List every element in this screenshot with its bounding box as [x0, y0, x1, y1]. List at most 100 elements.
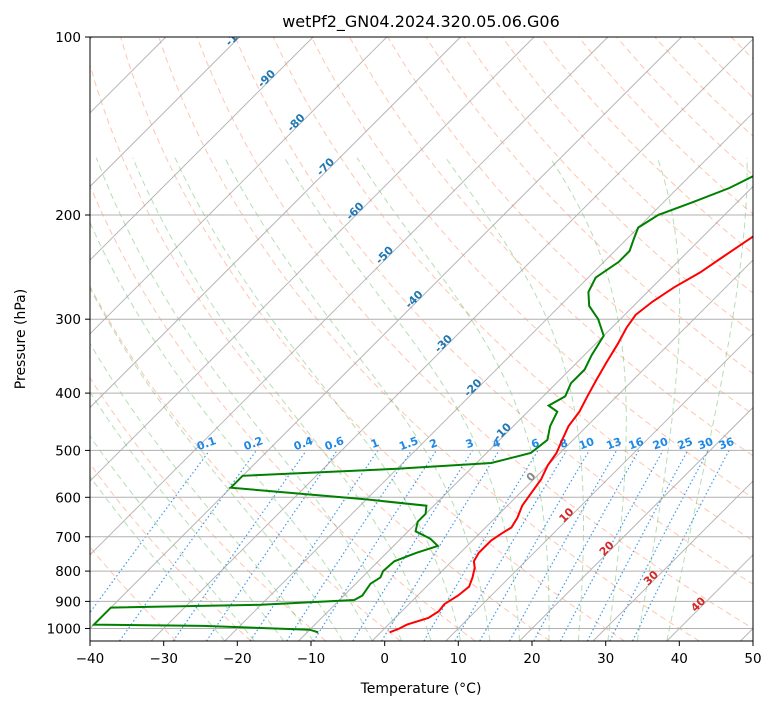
dry-adiabat-line — [120, 37, 625, 641]
pressure-gridlines — [90, 37, 753, 629]
x-tick-label: −30 — [149, 651, 178, 667]
moist-adiabat-line — [666, 157, 748, 641]
isotherm-label: -70 — [314, 155, 337, 178]
x-tick-label: 30 — [597, 651, 614, 667]
plot-frame — [89, 36, 754, 642]
mixing-ratio-line — [205, 450, 338, 641]
y-tick-label: 500 — [55, 443, 81, 459]
isotherm-label: -60 — [343, 199, 366, 222]
mixing-ratio-label: 2 — [428, 436, 440, 451]
y-tick-label: 900 — [55, 594, 81, 610]
moist-adiabat-line — [95, 157, 403, 641]
x-tick-label: −40 — [76, 651, 105, 667]
mixing-ratio-line — [559, 450, 664, 641]
mixing-ratio-line — [454, 450, 568, 641]
dry-adiabat-line — [769, 37, 775, 641]
dry-adiabat-line — [90, 463, 252, 641]
mixing-ratio-line — [249, 450, 379, 641]
y-tick-label: 300 — [55, 312, 81, 328]
isotherm-line — [592, 480, 753, 641]
moist-adiabat-line — [90, 435, 255, 641]
isotherm-line — [90, 37, 314, 261]
moist-adiabat-line — [90, 391, 285, 641]
dry-adiabats — [90, 37, 775, 641]
mixing-ratio-label: 16 — [627, 435, 646, 453]
isotherm-line — [150, 38, 753, 641]
mixing-ratio-label: 0.2 — [242, 434, 265, 453]
y-tick-label: 1000 — [47, 622, 81, 638]
mixing-ratio-label: 3 — [464, 436, 476, 451]
dry-adiabat-line — [234, 37, 753, 585]
moist-adiabat-line — [224, 157, 491, 641]
y-tick-label: 200 — [55, 208, 81, 224]
mixing-ratio-line — [352, 450, 474, 641]
mixing-ratio-label: 6 — [529, 436, 541, 451]
isotherm-line — [371, 259, 753, 641]
moist-adiabat-line — [284, 157, 520, 641]
dry-adiabat-line — [349, 37, 753, 457]
moist-adiabat-line — [90, 342, 314, 641]
isotherm-line — [90, 37, 461, 409]
isotherm-line — [445, 333, 753, 641]
mixing-ratio-label: 10 — [577, 435, 596, 453]
isotherm-label: -40 — [402, 288, 425, 311]
mixing-ratio-line — [381, 450, 500, 641]
dry-adiabat-line — [310, 37, 753, 499]
right-isotherm-label: 10 — [557, 505, 577, 525]
isotherm-line — [90, 37, 609, 556]
dry-adiabat-line — [272, 37, 753, 542]
moist-adiabat-line — [549, 157, 627, 641]
isotherm-line — [298, 185, 753, 641]
mixing-ratio-label: 0.1 — [195, 434, 218, 453]
isotherm-line — [90, 37, 240, 188]
mixing-ratio-line — [312, 450, 437, 641]
isotherm-line — [519, 406, 753, 641]
mixing-ratio-label: 4 — [491, 436, 503, 451]
mixing-ratio-line — [509, 450, 618, 641]
dry-adiabat-line — [90, 285, 401, 641]
x-tick-label: 0 — [380, 651, 389, 667]
dry-adiabat-line — [90, 184, 476, 641]
isotherm-line — [90, 37, 388, 335]
mixing-ratio-line — [533, 450, 640, 641]
moist-adiabat-line — [356, 157, 550, 641]
moist-adiabat-line — [445, 157, 584, 641]
mixing-ratio-line — [286, 450, 413, 641]
isotherm-label: -30 — [432, 332, 455, 355]
isotherm-label: -90 — [255, 67, 278, 90]
isotherms — [90, 37, 753, 641]
y-tick-label: 800 — [55, 564, 81, 580]
x-axis-ticks: −40 −30 −20 −10 0 10 20 30 40 50 — [76, 641, 762, 667]
isotherm-line — [90, 37, 535, 482]
moist-adiabat-line — [636, 157, 681, 641]
dry-adiabat-line — [90, 376, 327, 641]
mixing-ratio-label: 25 — [676, 435, 695, 452]
plot-area: -100-90-80-70-60-50-40-30-20-10 0.1 0.2 0.… — [90, 20, 775, 641]
chart-title: wetPf2_GN04.2024.320.05.06.G06 — [282, 12, 560, 32]
y-tick-label: 600 — [55, 490, 81, 506]
mixing-ratio-labels: 0.1 0.2 0.4 0.6 1 1.5 2 3 4 6 8 10 13 16 20 25 30 36 — [195, 434, 736, 453]
y-tick-label: 700 — [55, 530, 81, 546]
y-tick-label: 100 — [55, 30, 81, 46]
dry-adiabat-line — [654, 37, 753, 137]
x-tick-label: −20 — [223, 651, 252, 667]
isotherm-label: -100 — [223, 20, 252, 49]
mixing-ratio-line — [172, 450, 307, 641]
moist-adiabat-line — [90, 286, 344, 641]
dry-adiabat-line — [90, 63, 551, 641]
y-axis-label: Pressure (hPa) — [13, 289, 29, 389]
x-tick-label: 10 — [450, 651, 467, 667]
mixing-ratio-label: 1.5 — [397, 434, 420, 453]
mixing-ratio-label: 8 — [558, 436, 570, 451]
x-tick-label: 50 — [744, 651, 761, 667]
isotherm-line — [740, 627, 753, 641]
mixing-ratio-label: 0.6 — [323, 434, 346, 453]
isotherm-label: -20 — [461, 376, 484, 399]
mixing-ratio-label: 30 — [696, 435, 715, 453]
temperature-profile — [389, 235, 753, 634]
isotherm-line — [224, 112, 753, 641]
y-axis-ticks: 100 200 300 400 500 600 700 800 900 1000 — [47, 30, 90, 638]
isotherm-label: -80 — [284, 111, 307, 134]
